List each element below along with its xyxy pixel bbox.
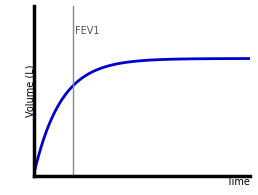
X-axis label: Time: Time — [226, 177, 250, 187]
Y-axis label: Volume (L): Volume (L) — [26, 64, 36, 117]
Text: FEV1: FEV1 — [75, 26, 99, 36]
